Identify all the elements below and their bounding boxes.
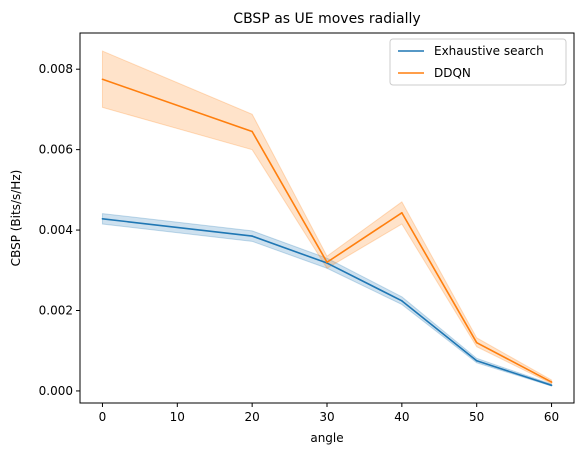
x-axis-title: angle (310, 431, 343, 445)
data-point (401, 211, 403, 214)
confidence-band-0 (101, 213, 553, 387)
x-tick-label: 10 (170, 410, 185, 424)
x-tick-label: 40 (394, 410, 409, 424)
x-tick-label: 20 (245, 410, 260, 424)
y-axis-title: CBSP (Bits/s/Hz) (9, 170, 23, 267)
data-point (101, 78, 104, 81)
data-point (550, 384, 553, 387)
data-point (550, 381, 553, 383)
data-point (101, 218, 104, 220)
plot-area (101, 50, 553, 387)
data-point (251, 130, 253, 133)
legend-box (389, 38, 567, 86)
legend: Exhaustive search DDQN (389, 38, 567, 86)
legend-label: Exhaustive search (434, 44, 544, 58)
y-tick-label: 0.008 (39, 62, 73, 76)
x-tick-label: 60 (544, 410, 559, 424)
data-point (326, 261, 328, 264)
x-tick-label: 30 (319, 410, 334, 424)
data-point (475, 359, 478, 362)
series-line-0 (102, 218, 552, 387)
y-tick-label: 0.000 (39, 384, 73, 398)
x-tick-label: 0 (99, 410, 107, 424)
x-axis: 0 10 20 30 40 50 60 (99, 403, 559, 424)
x-tick-label: 50 (469, 410, 484, 424)
confidence-band-1 (101, 50, 553, 385)
y-tick-label: 0.004 (39, 223, 73, 237)
data-point (475, 341, 478, 344)
series-line-1 (102, 78, 552, 383)
data-point (401, 300, 403, 302)
data-point (251, 235, 253, 237)
chart-title: CBSP as UE moves radially (233, 11, 420, 27)
legend-label: DDQN (434, 66, 471, 80)
y-axis: 0.000 0.002 0.004 0.006 0.008 (39, 62, 80, 398)
y-tick-label: 0.002 (39, 304, 73, 318)
y-tick-label: 0.006 (39, 143, 73, 157)
